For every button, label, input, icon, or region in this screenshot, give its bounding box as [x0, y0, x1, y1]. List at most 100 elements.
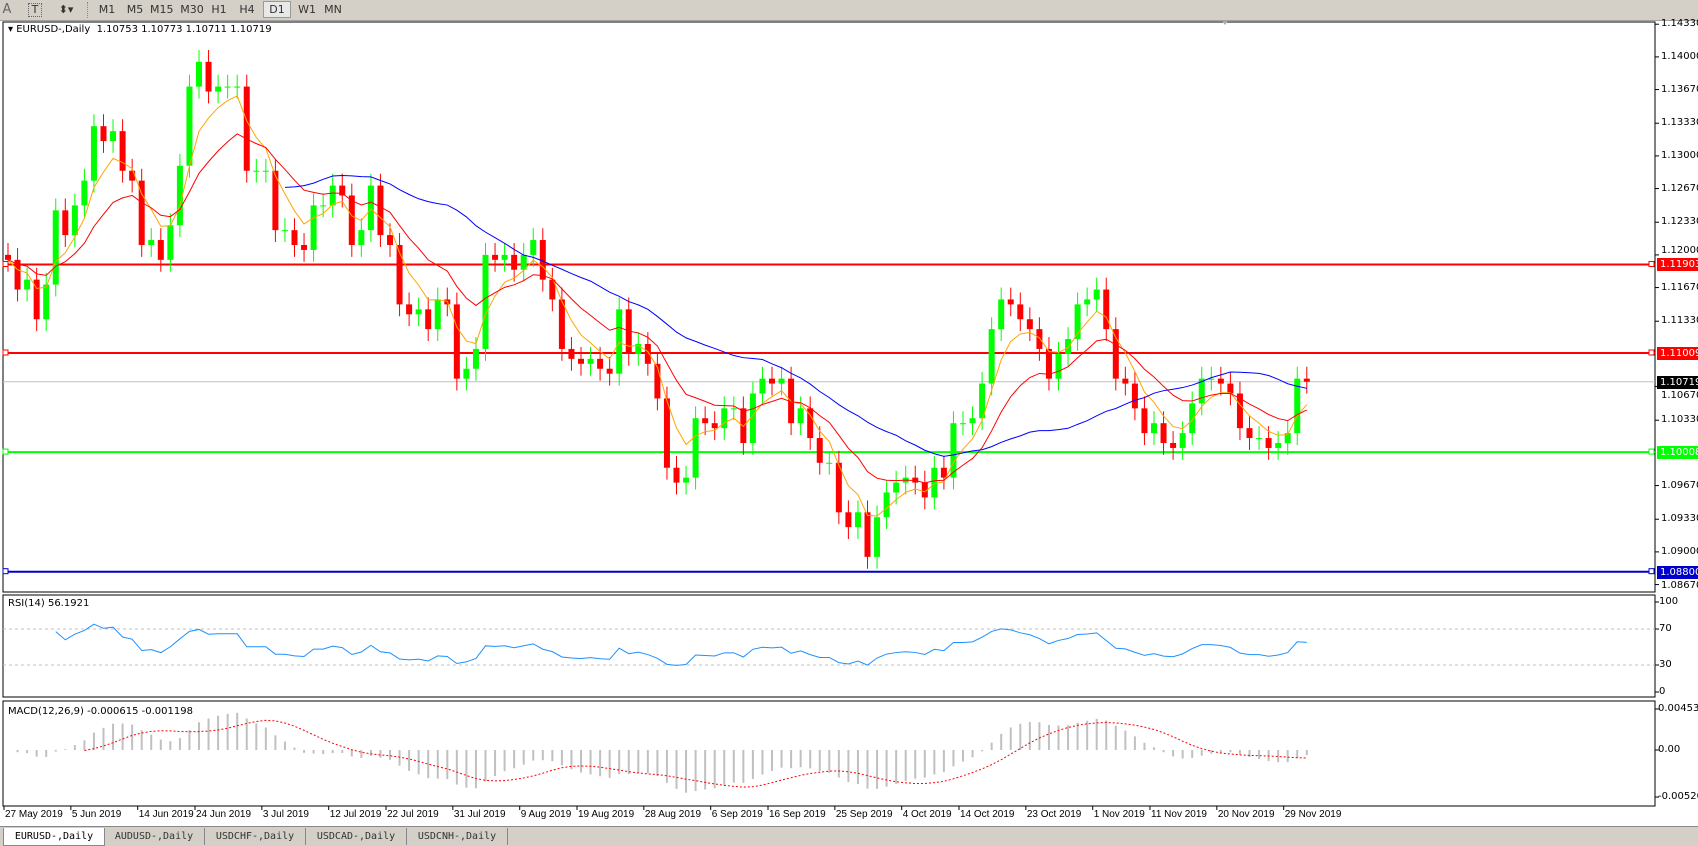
arrows-icon[interactable]: ⬍▾: [58, 3, 74, 16]
line-handle: [1648, 260, 1655, 267]
bear-candle: [406, 304, 413, 315]
bear-candle: [702, 418, 709, 424]
bear-candle: [644, 343, 651, 364]
bull-candle: [960, 423, 966, 425]
price-tick-label: 1.09670: [1661, 479, 1698, 491]
timeframe-m15[interactable]: M15: [150, 3, 174, 16]
chart-tab[interactable]: EURUSD-,Daily: [3, 828, 105, 846]
line-handle: [1648, 349, 1655, 356]
bear-candle: [549, 279, 556, 300]
line-handle: [1648, 568, 1655, 575]
rsi-label: RSI(14) 56.1921: [8, 598, 90, 609]
bear-candle: [1303, 378, 1310, 382]
bear-candle: [301, 244, 308, 250]
bear-candle: [339, 185, 346, 196]
timeframe-m1[interactable]: M1: [98, 3, 116, 16]
symbol-title: EURUSD-,Daily: [16, 24, 91, 35]
macd-tick-label: 0.004536: [1658, 702, 1698, 714]
timeframe-m30[interactable]: M30: [180, 3, 204, 16]
bear-candle: [816, 438, 823, 463]
bear-candle: [711, 423, 718, 429]
bear-candle: [1246, 428, 1253, 439]
bear-candle: [377, 185, 384, 236]
bull-candle: [43, 284, 50, 320]
bear-candle: [654, 363, 661, 399]
bull-candle: [482, 254, 489, 349]
bull-candle: [530, 240, 537, 255]
line-handle: [2, 260, 9, 267]
bear-candle: [453, 304, 460, 379]
date-label: 11 Nov 2019: [1151, 809, 1207, 820]
bull-candle: [998, 299, 1005, 330]
timeframe-m5[interactable]: M5: [126, 3, 144, 16]
bull-candle: [167, 225, 174, 260]
bear-candle: [243, 86, 250, 171]
bear-candle: [1045, 348, 1052, 379]
bull-candle: [110, 131, 117, 142]
bear-candle: [673, 467, 680, 483]
bull-candle: [854, 512, 861, 528]
timeframe-h1[interactable]: H1: [211, 3, 227, 16]
timeframe-d1[interactable]: D1: [263, 1, 291, 18]
text-box-icon[interactable]: T: [28, 3, 42, 17]
bull-candle: [358, 230, 365, 245]
date-label: 3 Jul 2019: [262, 809, 309, 820]
macd-tick-label: 0.00: [1658, 744, 1681, 755]
ohlc-values: 1.10753 1.10773 1.10711 1.10719: [96, 24, 272, 35]
bull-candle: [692, 418, 699, 478]
price-tag: 1.10719: [1657, 375, 1698, 389]
price-tick-label: 1.10670: [1661, 389, 1698, 401]
bear-candle: [568, 348, 575, 359]
chart-tab[interactable]: USDCNH-,Daily: [407, 828, 508, 845]
bear-candle: [1227, 383, 1234, 394]
chart-tab[interactable]: USDCAD-,Daily: [306, 828, 407, 845]
bear-candle: [539, 240, 546, 280]
price-tick-label: 1.11670: [1661, 281, 1698, 293]
bull-candle: [797, 408, 804, 424]
bull-candle: [52, 210, 59, 285]
bull-candle: [1198, 378, 1205, 404]
bear-candle: [807, 408, 814, 439]
chart-tab[interactable]: USDCHF-,Daily: [205, 828, 306, 845]
chart-shift-icon: [1222, 21, 1228, 25]
bull-candle: [434, 299, 441, 330]
bull-candle: [969, 418, 976, 424]
bull-candle: [463, 368, 470, 379]
bear-candle: [33, 279, 40, 320]
bull-candle: [81, 180, 88, 206]
chart-title: ▾ EURUSD-,Daily 1.10753 1.10773 1.10711 …: [8, 24, 272, 35]
timeframe-h4[interactable]: H4: [239, 3, 255, 16]
bull-candle: [893, 482, 900, 493]
bull-candle: [148, 240, 155, 245]
bear-candle: [62, 210, 69, 236]
text-a-icon[interactable]: A: [2, 2, 12, 17]
bull-candle: [1151, 423, 1157, 434]
date-label: 31 Jul 2019: [453, 809, 506, 820]
timeframe-w1[interactable]: W1: [298, 3, 316, 16]
bull-candle: [520, 254, 527, 270]
bull-candle: [721, 408, 728, 429]
bull-candle: [1093, 289, 1100, 300]
ma-mid-line: [7, 133, 1308, 484]
date-label: 1 Nov 2019: [1093, 809, 1145, 820]
bull-candle: [950, 423, 957, 478]
bear-candle: [740, 408, 747, 443]
bull-candle: [979, 383, 986, 419]
bear-candle: [625, 309, 632, 354]
bull-candle: [176, 165, 183, 226]
bear-candle: [14, 259, 21, 290]
bull-candle: [1294, 378, 1301, 434]
bull-candle: [1189, 403, 1196, 434]
timeframe-mn[interactable]: MN: [324, 3, 342, 16]
toolbar: A T ⬍▾ M1 M5 M15 M30 H1 H4 D1 W1 MN: [0, 0, 1698, 21]
price-tick-label: 1.08670: [1661, 579, 1698, 591]
bear-candle: [157, 240, 164, 260]
bear-candle: [205, 61, 212, 92]
bear-candle: [940, 467, 947, 478]
bear-candle: [864, 512, 871, 557]
bull-candle: [262, 170, 269, 172]
chart-tab[interactable]: AUDUSD-,Daily: [104, 828, 205, 845]
date-label: 14 Jun 2019: [138, 809, 194, 820]
bear-candle: [578, 358, 584, 364]
